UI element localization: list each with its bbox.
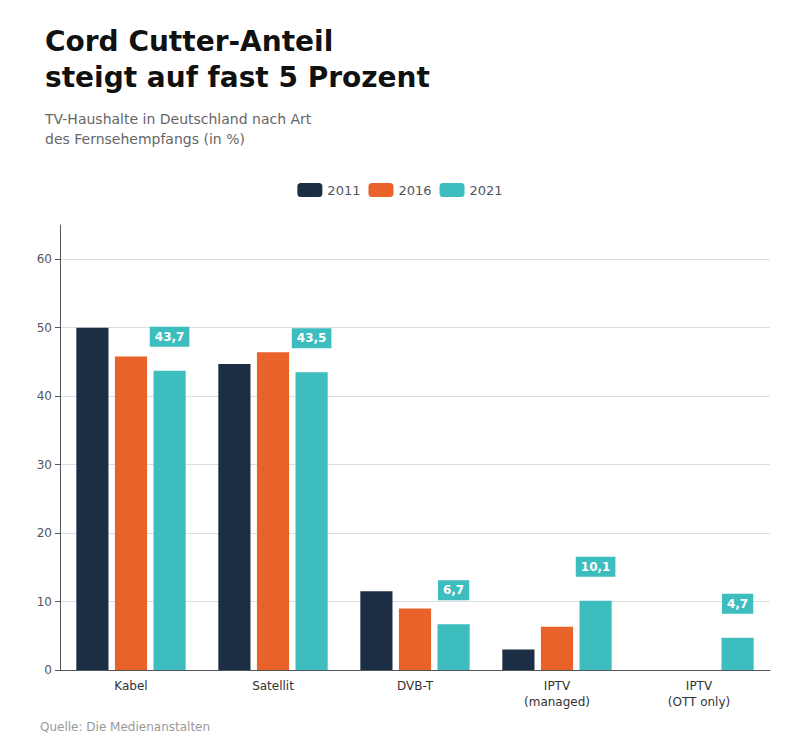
svg-text:2021: 2021 — [470, 183, 503, 198]
svg-text:10: 10 — [37, 595, 52, 609]
svg-text:30: 30 — [37, 458, 52, 472]
svg-text:Satellit: Satellit — [252, 679, 294, 693]
svg-text:2011: 2011 — [327, 183, 360, 198]
svg-text:DVB-T: DVB-T — [397, 679, 434, 693]
svg-text:IPTV: IPTV — [686, 679, 713, 693]
svg-text:50: 50 — [37, 321, 52, 335]
svg-text:43,7: 43,7 — [155, 330, 185, 344]
svg-text:0: 0 — [44, 663, 52, 677]
svg-text:20: 20 — [37, 526, 52, 540]
svg-text:Cord Cutter-Anteil: Cord Cutter-Anteil — [45, 25, 333, 58]
svg-text:10,1: 10,1 — [581, 560, 611, 574]
svg-text:2016: 2016 — [398, 183, 431, 198]
svg-text:(managed): (managed) — [524, 695, 590, 709]
svg-text:TV-Haushalte in Deutschland na: TV-Haushalte in Deutschland nach Art — [44, 111, 312, 127]
svg-text:Kabel: Kabel — [114, 679, 147, 693]
svg-text:6,7: 6,7 — [443, 583, 464, 597]
svg-text:(OTT only): (OTT only) — [668, 695, 730, 709]
svg-text:60: 60 — [37, 252, 52, 266]
svg-text:40: 40 — [37, 389, 52, 403]
svg-text:4,7: 4,7 — [727, 597, 748, 611]
svg-text:43,5: 43,5 — [297, 331, 327, 345]
svg-text:IPTV: IPTV — [544, 679, 571, 693]
svg-text:Quelle: Die Medienanstalten: Quelle: Die Medienanstalten — [40, 720, 210, 734]
svg-text:steigt auf fast 5 Prozent: steigt auf fast 5 Prozent — [45, 61, 430, 94]
svg-text:des Fernsehempfangs (in %): des Fernsehempfangs (in %) — [45, 131, 245, 147]
